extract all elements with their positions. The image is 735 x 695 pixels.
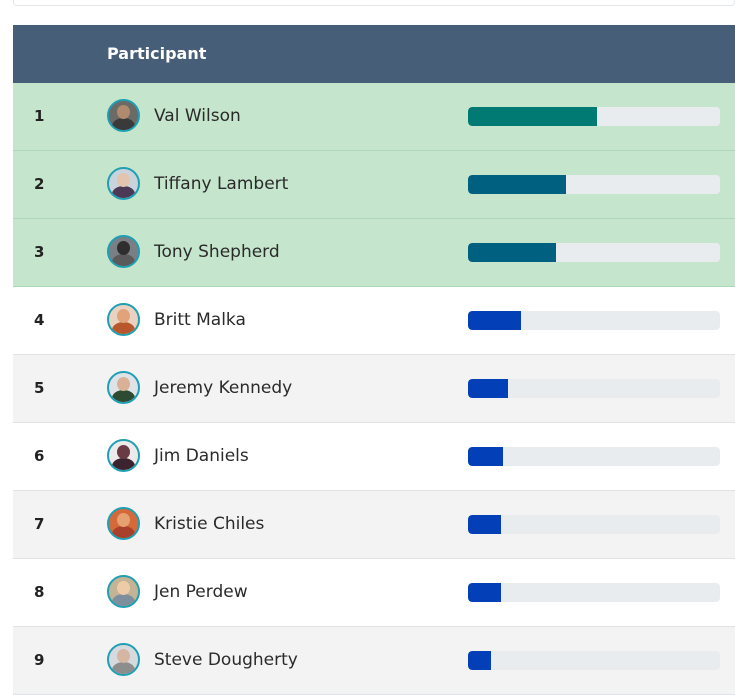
rank-number: 1 [34, 107, 45, 125]
avatar-body [112, 118, 135, 130]
table-row: 8 Jen Perdew [13, 559, 735, 627]
rank-number: 2 [34, 175, 45, 193]
avatar-body [112, 526, 135, 538]
participant-name: Kristie Chiles [154, 514, 265, 534]
leaderboard-table: Participant 1 Val Wilson 2 Tiffany Lambert 3… [13, 25, 735, 695]
rank-number: 6 [34, 447, 45, 465]
avatar-head [117, 241, 130, 255]
avatar-head [117, 173, 130, 187]
progress-bar-fill [468, 175, 567, 194]
avatar-body [112, 594, 135, 606]
avatar [107, 99, 140, 132]
table-row: 7 Kristie Chiles [13, 491, 735, 559]
progress-bar [468, 651, 720, 670]
avatar [107, 439, 140, 472]
table-row: 9 Steve Dougherty [13, 627, 735, 695]
progress-bar-fill [468, 243, 557, 262]
progress-bar-fill [468, 447, 504, 466]
avatar [107, 507, 140, 540]
participant-name: Steve Dougherty [154, 650, 298, 670]
table-row: 6 Jim Daniels [13, 423, 735, 491]
avatar-head [117, 581, 130, 595]
participant-name: Tony Shepherd [154, 242, 280, 262]
avatar-body [112, 254, 135, 266]
participant-column-header: Participant [107, 44, 207, 63]
avatar-head [117, 377, 130, 391]
progress-bar [468, 107, 720, 126]
progress-bar [468, 243, 720, 262]
progress-bar-fill [468, 107, 597, 126]
participant-name: Tiffany Lambert [154, 174, 289, 194]
avatar-body [112, 458, 135, 470]
rank-number: 5 [34, 379, 45, 397]
progress-bar-fill [468, 379, 509, 398]
rank-number: 9 [34, 651, 45, 669]
avatar-head [117, 309, 130, 323]
avatar [107, 303, 140, 336]
table-body: 1 Val Wilson 2 Tiffany Lambert 3 Tony Shepher… [13, 83, 735, 695]
avatar-head [117, 105, 130, 119]
progress-bar [468, 583, 720, 602]
avatar-body [112, 186, 135, 198]
participant-name: Jeremy Kennedy [154, 378, 293, 398]
progress-bar-fill [468, 311, 521, 330]
participant-name: Britt Malka [154, 310, 246, 330]
avatar-body [112, 322, 135, 334]
progress-bar [468, 447, 720, 466]
table-row: 2 Tiffany Lambert [13, 151, 735, 219]
table-row: 4 Britt Malka [13, 287, 735, 355]
progress-bar [468, 311, 720, 330]
top-panel-edge [13, 0, 735, 6]
progress-bar [468, 379, 720, 398]
progress-bar [468, 175, 720, 194]
table-row: 3 Tony Shepherd [13, 219, 735, 287]
progress-bar-fill [468, 651, 491, 670]
table-header: Participant [13, 25, 735, 83]
avatar-head [117, 513, 130, 527]
table-row: 5 Jeremy Kennedy [13, 355, 735, 423]
table-row: 1 Val Wilson [13, 83, 735, 151]
participant-name: Jen Perdew [154, 582, 248, 602]
progress-bar-fill [468, 515, 501, 534]
progress-bar [468, 515, 720, 534]
rank-number: 3 [34, 243, 45, 261]
avatar [107, 371, 140, 404]
avatar [107, 575, 140, 608]
avatar [107, 643, 140, 676]
participant-name: Jim Daniels [154, 446, 249, 466]
avatar-body [112, 662, 135, 674]
avatar-head [117, 649, 130, 663]
participant-name: Val Wilson [154, 106, 241, 126]
rank-number: 4 [34, 311, 45, 329]
avatar-body [112, 390, 135, 402]
avatar-head [117, 445, 130, 459]
avatar [107, 235, 140, 268]
progress-bar-fill [468, 583, 501, 602]
avatar [107, 167, 140, 200]
rank-number: 8 [34, 583, 45, 601]
rank-number: 7 [34, 515, 45, 533]
